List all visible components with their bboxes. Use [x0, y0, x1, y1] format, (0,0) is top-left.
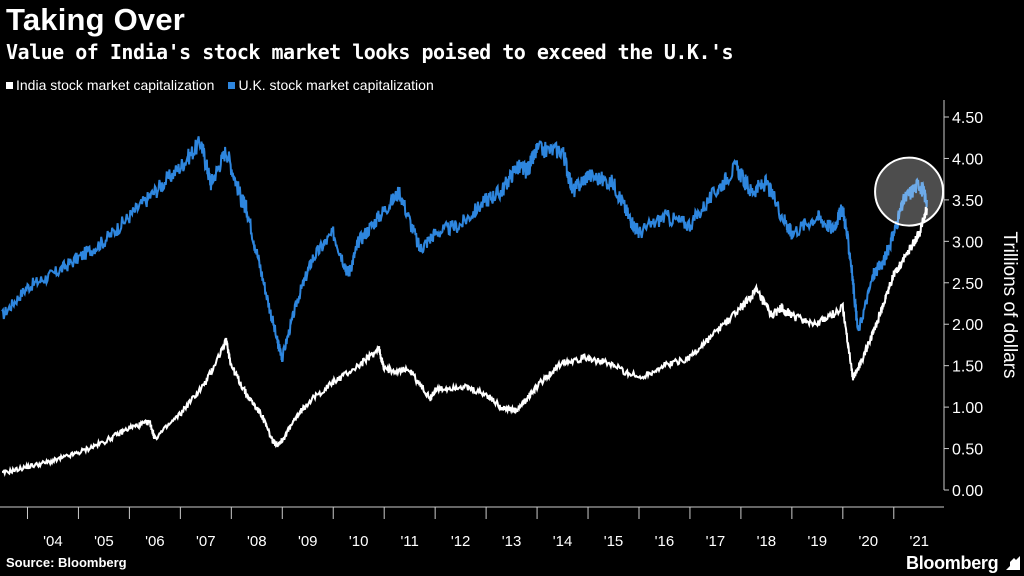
legend-swatch-uk [228, 81, 236, 89]
x-tick-label: '18 [757, 533, 777, 550]
y-tick-label: 4.00 [952, 151, 983, 168]
x-tick-label: '20 [859, 533, 879, 550]
brand-mark-icon [1006, 556, 1020, 570]
y-tick-label: 1.50 [952, 359, 983, 376]
y-tick-label: 0.50 [952, 442, 983, 459]
y-tick-label: 1.00 [952, 400, 983, 417]
legend-swatch-india [6, 81, 13, 89]
x-tick-label: '06 [145, 533, 165, 550]
x-tick-label: '19 [808, 533, 828, 550]
y-tick-label: 4.50 [952, 110, 983, 127]
legend-item-india: India stock market capitalization [6, 77, 214, 93]
x-tick-label: '17 [706, 533, 726, 550]
x-tick-label: '04 [43, 533, 63, 550]
y-tick-label: 0.00 [952, 483, 983, 500]
y-tick-label: 2.50 [952, 276, 983, 293]
legend-label-india: India stock market capitalization [16, 77, 215, 93]
x-tick-label: '09 [298, 533, 318, 550]
series-line-uk [1, 136, 928, 363]
x-tick-label: '08 [247, 533, 267, 550]
x-tick-label: '11 [400, 533, 418, 550]
y-tick-label: 3.00 [952, 234, 983, 251]
source-note: Source: Bloomberg [6, 555, 127, 570]
x-tick-label: '10 [349, 533, 369, 550]
legend-item-uk: U.K. stock market capitalization [228, 77, 434, 93]
highlight-circle [874, 156, 945, 227]
x-tick-label: '16 [655, 533, 675, 550]
series-line-india [2, 206, 928, 477]
y-tick-label: 2.00 [952, 317, 983, 334]
x-tick-label: '12 [451, 533, 471, 550]
chart-subtitle: Value of India's stock market looks pois… [6, 40, 734, 64]
y-tick-label: 3.50 [952, 193, 983, 210]
x-tick-label: '15 [604, 533, 624, 550]
legend: India stock market capitalization U.K. s… [6, 77, 434, 93]
legend-label-uk: U.K. stock market capitalization [238, 77, 434, 93]
brand-logo: Bloomberg [906, 553, 999, 573]
x-tick-label: '13 [502, 533, 522, 550]
x-tick-label: '05 [94, 533, 114, 550]
y-axis-label: Trillions of dollars [999, 231, 1020, 378]
x-tick-label: '07 [196, 533, 216, 550]
x-tick-label: '21 [909, 533, 929, 550]
x-tick-label: '14 [553, 533, 573, 550]
chart-title: Taking Over [6, 2, 186, 37]
